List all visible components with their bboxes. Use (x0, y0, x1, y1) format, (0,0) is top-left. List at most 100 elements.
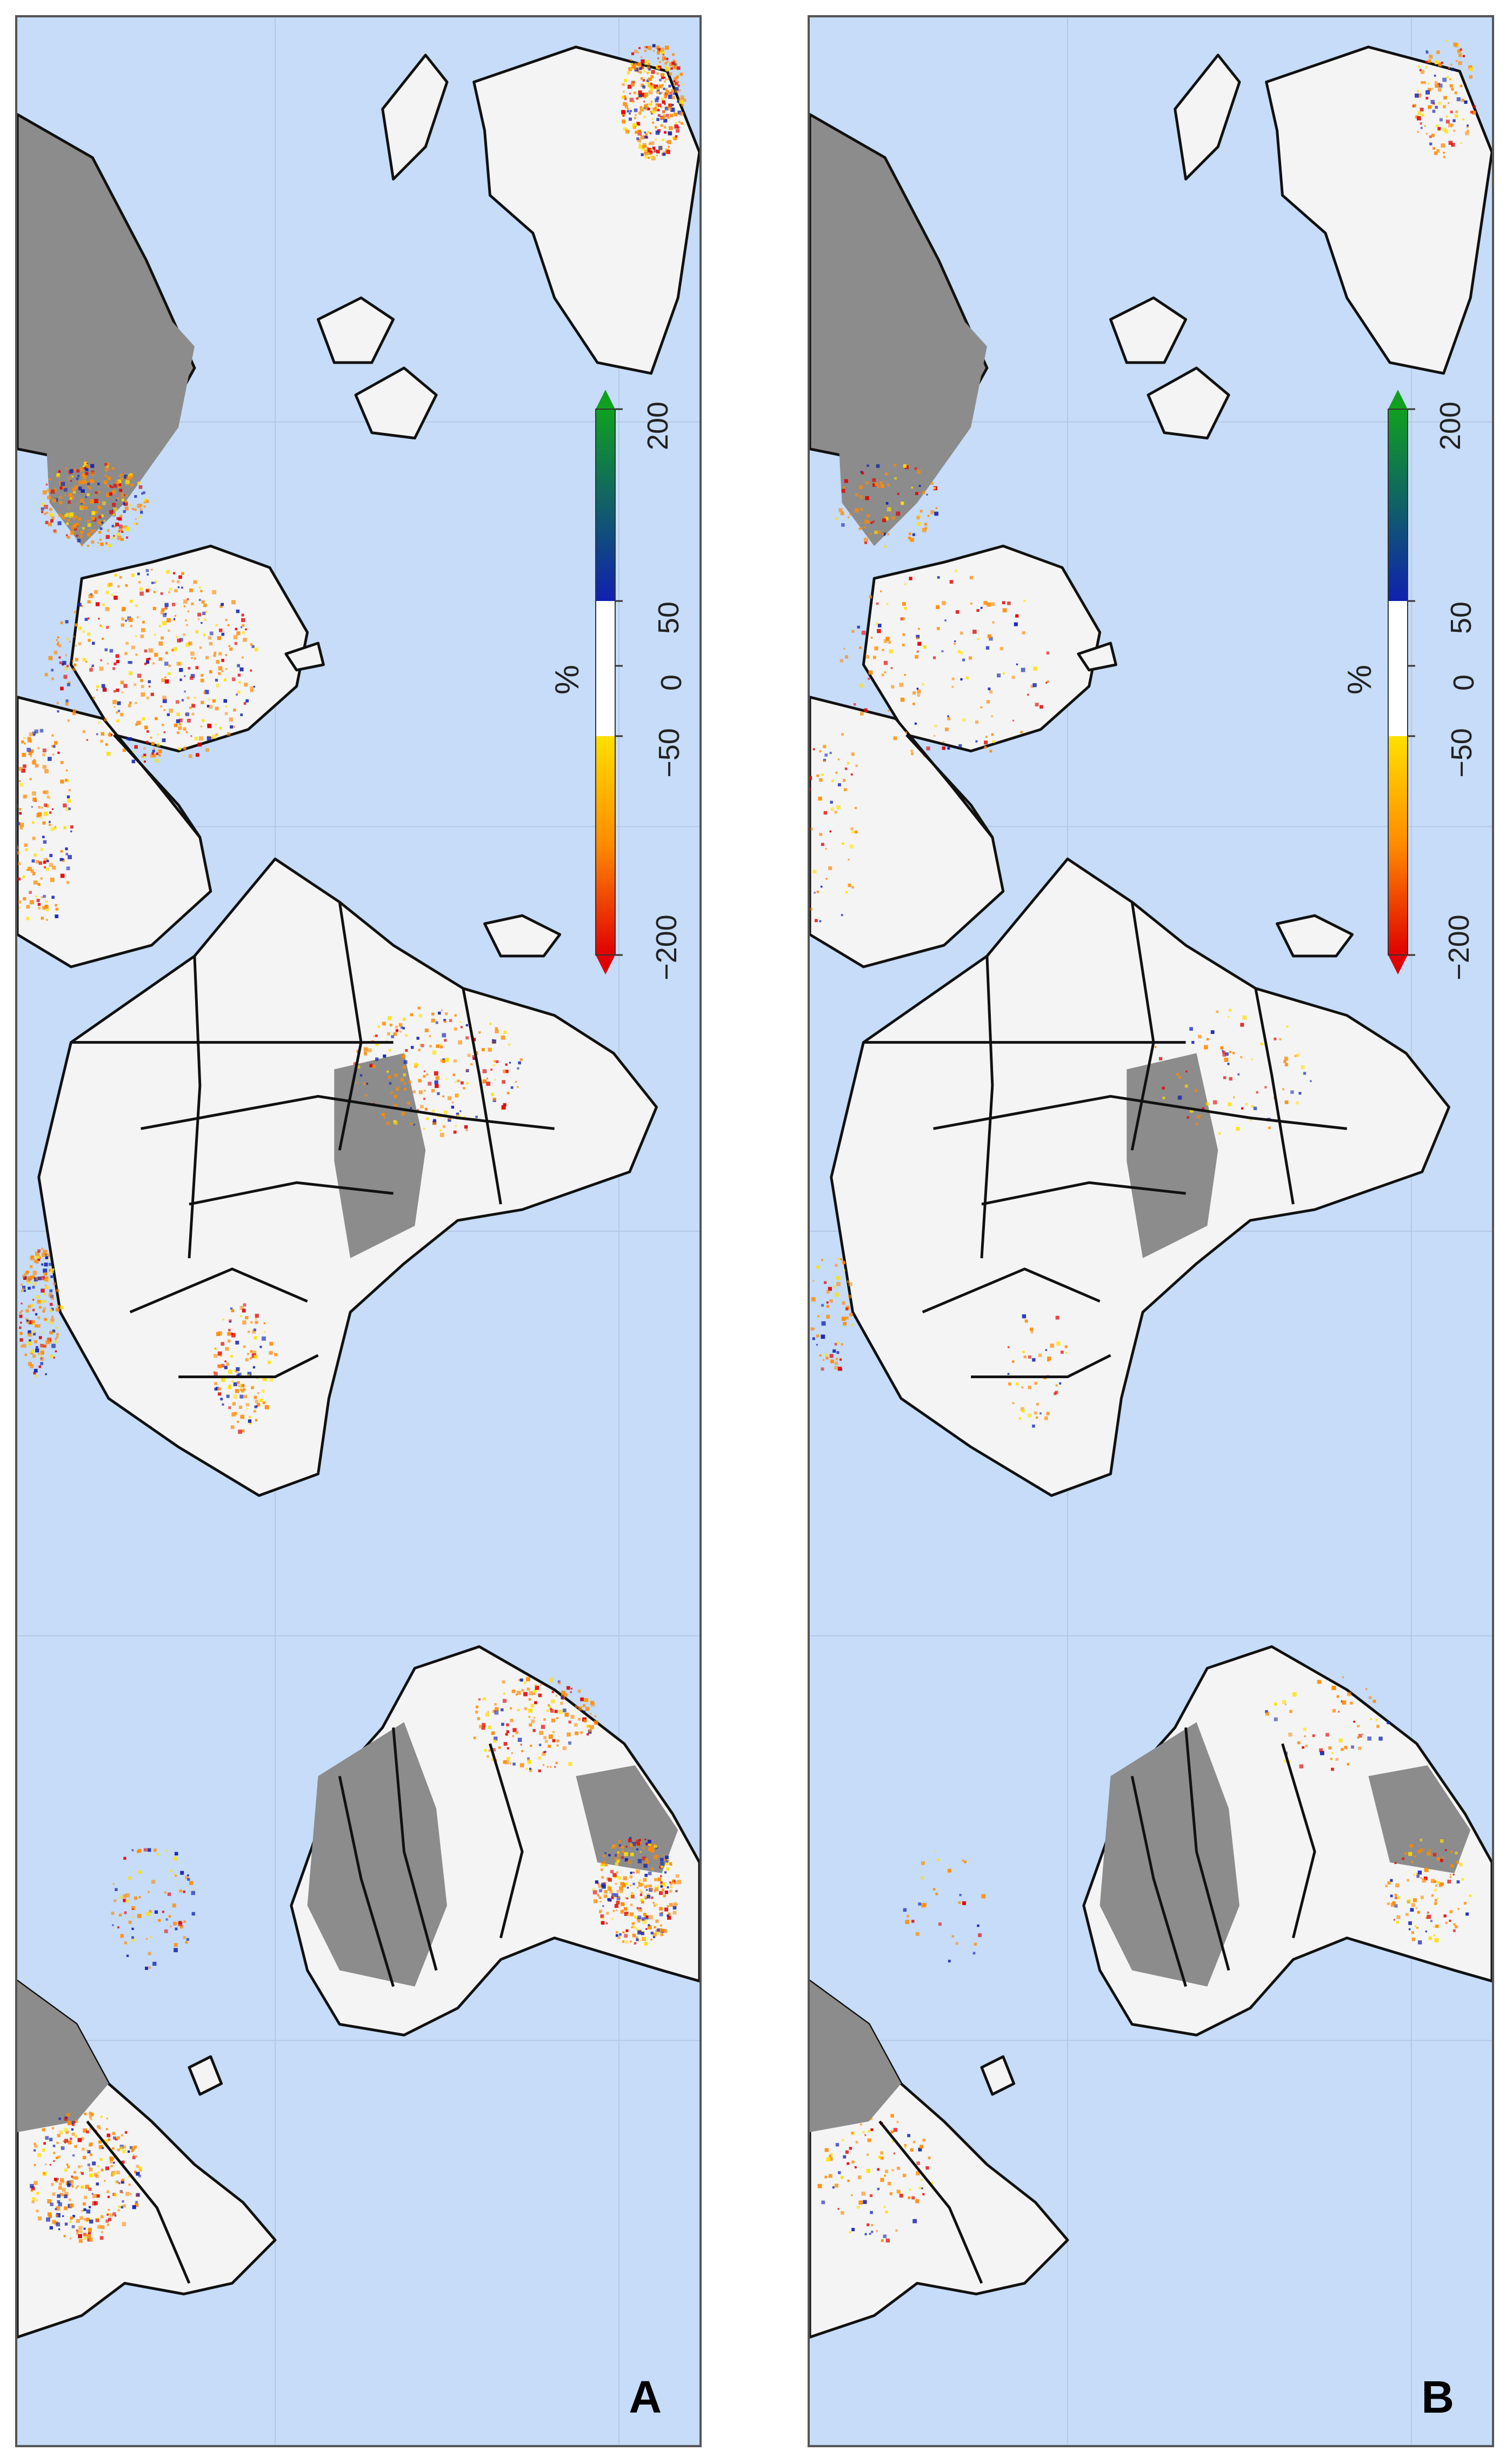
anomaly-speckle (989, 690, 993, 694)
anomaly-speckle (597, 1894, 599, 1897)
anomaly-speckle (678, 121, 681, 123)
anomaly-speckle (890, 2130, 894, 2134)
anomaly-speckle (190, 735, 192, 737)
anomaly-speckle (974, 1942, 977, 1946)
anomaly-speckle (659, 1875, 662, 1877)
anomaly-speckle (1427, 82, 1430, 85)
anomaly-speckle (1154, 1046, 1157, 1049)
anomaly-speckle (1039, 1412, 1042, 1414)
anomaly-speckle (552, 1739, 556, 1742)
anomaly-speckle (255, 1313, 259, 1318)
anomaly-speckle (495, 1707, 499, 1712)
anomaly-speckle (1431, 1894, 1434, 1897)
anomaly-speckle (163, 613, 166, 617)
anomaly-speckle (901, 502, 904, 505)
anomaly-speckle (142, 717, 145, 721)
anomaly-speckle (263, 1322, 265, 1325)
anomaly-speckle (919, 2145, 923, 2149)
anomaly-speckle (837, 1257, 840, 1260)
anomaly-speckle (660, 1885, 663, 1888)
anomaly-speckle (158, 749, 162, 753)
anomaly-speckle (826, 1290, 830, 1294)
anomaly-speckle (818, 796, 822, 801)
anomaly-speckle (1457, 49, 1461, 54)
anomaly-speckle (253, 1410, 256, 1413)
anomaly-speckle (659, 1907, 663, 1911)
anomaly-speckle (19, 783, 24, 787)
anomaly-speckle (45, 907, 49, 912)
anomaly-speckle (630, 1853, 634, 1857)
anomaly-speckle (225, 705, 228, 708)
anomaly-speckle (674, 60, 677, 63)
anomaly-speckle (119, 2146, 123, 2150)
anomaly-speckle (641, 108, 643, 110)
anomaly-speckle (877, 629, 881, 633)
anomaly-speckle (630, 1872, 632, 1874)
anomaly-speckle (941, 650, 944, 653)
anomaly-speckle (627, 108, 629, 110)
anomaly-speckle (848, 1294, 852, 1299)
anomaly-speckle (676, 129, 679, 133)
anomaly-speckle (165, 651, 168, 655)
anomaly-speckle (888, 641, 891, 644)
anomaly-speckle (32, 872, 36, 875)
anomaly-speckle (916, 516, 920, 520)
anomaly-speckle (45, 2136, 49, 2140)
anomaly-speckle (1450, 1851, 1453, 1854)
anomaly-speckle (55, 2214, 58, 2217)
anomaly-speckle (501, 1105, 506, 1110)
anomaly-speckle (1425, 97, 1429, 100)
anomaly-speckle (21, 740, 24, 744)
anomaly-speckle (1430, 1879, 1435, 1884)
anomaly-speckle (163, 731, 166, 733)
anomaly-speckle (30, 1265, 33, 1268)
anomaly-speckle (56, 1288, 59, 1292)
anomaly-speckle (643, 70, 647, 73)
colorbar-legend: % 200 50 0 −50 −200 (549, 388, 699, 980)
anomaly-speckle (649, 1885, 652, 1887)
anomaly-speckle (1444, 1849, 1447, 1852)
anomaly-speckle (118, 528, 123, 532)
anomaly-speckle (58, 656, 61, 659)
anomaly-speckle (19, 1326, 22, 1329)
anomaly-speckle (67, 719, 70, 722)
anomaly-speckle (991, 602, 995, 606)
anomaly-speckle (76, 2219, 80, 2223)
anomaly-speckle (128, 617, 133, 622)
anomaly-speckle (59, 858, 63, 862)
anomaly-speckle (649, 103, 652, 106)
anomaly-speckle (365, 1094, 368, 1097)
anomaly-speckle (453, 1130, 457, 1134)
anomaly-speckle (659, 1924, 662, 1927)
anomaly-speckle (868, 2129, 871, 2133)
anomaly-speckle (197, 742, 202, 747)
legend-tick-0: 0 (655, 674, 688, 691)
anomaly-speckle (1288, 1732, 1292, 1737)
anomaly-speckle (214, 1347, 216, 1350)
anomaly-speckle (34, 2144, 37, 2148)
anomaly-speckle (494, 1060, 496, 1063)
country-border (189, 1181, 394, 1206)
anomaly-speckle (648, 1871, 652, 1875)
anomaly-speckle (50, 877, 55, 882)
anomaly-speckle (61, 2179, 64, 2183)
anomaly-speckle (68, 506, 70, 509)
anomaly-speckle (138, 2166, 142, 2171)
colorbar-top-arrow (1388, 390, 1408, 409)
anomaly-speckle (839, 659, 843, 663)
anomaly-speckle (1450, 110, 1453, 113)
anomaly-speckle (186, 624, 188, 626)
anomaly-speckle (655, 1887, 659, 1892)
anomaly-speckle (629, 1875, 633, 1879)
anomaly-speckle (517, 1086, 519, 1088)
anomaly-speckle (79, 535, 83, 538)
anomaly-speckle (635, 1842, 639, 1846)
anomaly-speckle (62, 858, 64, 860)
anomaly-speckle (891, 2169, 894, 2172)
anomaly-speckle (111, 2147, 115, 2150)
anomaly-speckle (543, 1751, 545, 1753)
anomaly-speckle (538, 1693, 542, 1698)
anomaly-speckle (810, 827, 813, 831)
anomaly-speckle (44, 1277, 48, 1282)
anomaly-speckle (74, 527, 77, 531)
